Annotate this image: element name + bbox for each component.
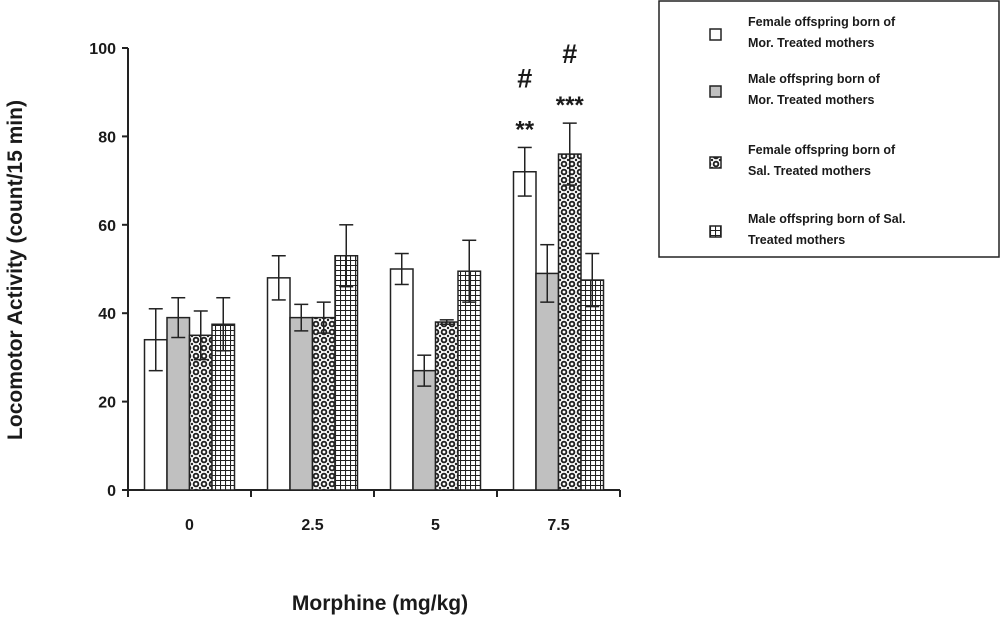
bar — [289, 316, 314, 491]
y-tick-label: 20 — [98, 395, 116, 412]
y-tick-label: 100 — [89, 41, 116, 58]
legend-label: Female offspring born of — [748, 143, 896, 157]
x-tick-label: 2.5 — [301, 517, 323, 534]
y-tick-label: 40 — [98, 306, 116, 323]
bar — [580, 279, 605, 491]
significance-marker: *** — [556, 92, 585, 119]
legend-label: Female offspring born of — [748, 15, 896, 29]
significance-marker: # — [517, 63, 532, 93]
bar — [457, 270, 482, 491]
bar — [266, 277, 291, 491]
bar — [512, 171, 537, 491]
bar — [434, 321, 459, 491]
y-axis-title: Locomotor Activity (count/15 min) — [4, 100, 27, 440]
legend: Female offspring born of Mor. Treated mot… — [658, 0, 1000, 258]
legend-label: Male offspring born of — [748, 72, 881, 86]
y-tick-label: 60 — [98, 218, 116, 235]
significance-marker: # — [562, 39, 577, 69]
legend-swatch — [709, 225, 722, 238]
bar — [334, 254, 359, 491]
bar — [389, 268, 414, 491]
y-tick-label: 80 — [98, 129, 116, 146]
bar — [557, 153, 582, 491]
legend-box — [658, 0, 1000, 258]
legend-label: Male offspring born of Sal. — [748, 212, 906, 226]
legend-label: Mor. Treated mothers — [748, 36, 874, 50]
legend-swatch — [709, 85, 722, 98]
x-tick-label: 5 — [431, 517, 440, 534]
bar — [535, 272, 560, 491]
x-axis-title: Morphine (mg/kg) — [292, 592, 468, 615]
bar — [166, 316, 191, 491]
bar — [412, 369, 437, 491]
bar — [311, 316, 336, 491]
y-tick-label: 0 — [107, 483, 116, 500]
legend-label: Mor. Treated mothers — [748, 93, 874, 107]
legend-swatch — [709, 28, 722, 41]
legend-label: Sal. Treated mothers — [748, 164, 871, 178]
x-tick-label: 0 — [185, 517, 194, 534]
x-tick-label: 7.5 — [547, 517, 569, 534]
significance-marker: ** — [515, 116, 534, 143]
legend-label: Treated mothers — [748, 233, 845, 247]
legend-swatch — [709, 156, 722, 169]
